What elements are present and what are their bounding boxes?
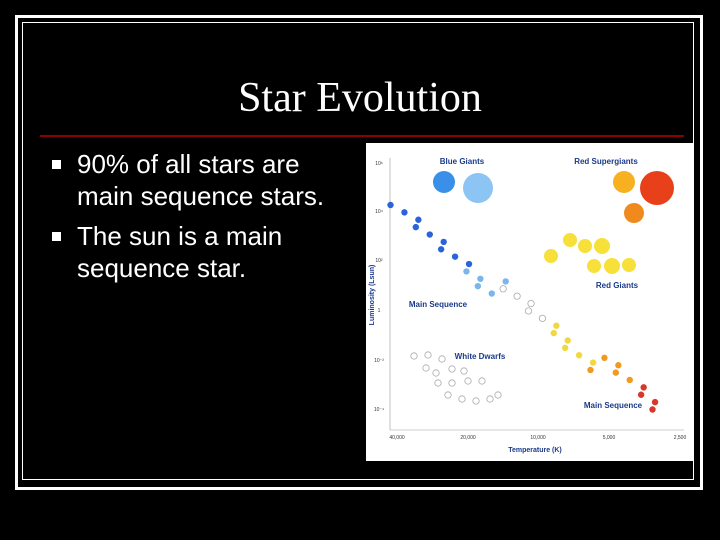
star-dot [474,282,482,290]
figure-label: Blue Giants [440,157,485,166]
bullet-marker [52,232,61,241]
y-tick-label: 1 [378,308,381,314]
star-dot [434,379,442,387]
star-dot [502,278,509,285]
bullet-marker [52,160,61,169]
star-dot [464,377,472,385]
star-dot [387,201,394,209]
star-dot [640,171,674,205]
star-dot [472,397,480,405]
figure-label: White Dwarfs [455,352,506,361]
frame [15,15,703,490]
bullet-text: 90% of all stars are main sequence stars… [77,149,325,211]
x-tick-label: 40,000 [389,435,405,441]
slide-title: Star Evolution [238,75,482,121]
star-dot [612,369,620,376]
y-tick-label: 10⁴ [375,209,383,215]
y-tick-label: 10² [375,258,383,264]
star-dot [437,246,445,253]
star-dot [478,377,486,385]
star-dot [544,249,558,263]
star-dot [438,355,446,363]
star-dot [564,337,571,344]
star-dot [649,406,656,413]
star-dot [563,233,577,247]
star-dot [410,352,418,360]
star-dot [440,238,447,246]
star-dot [477,275,484,282]
star-dot [432,369,440,377]
star-dot [527,299,535,308]
figure-label: Main Sequence [584,401,643,410]
star-dot [424,351,432,359]
star-dot [422,364,430,372]
star-dot [463,268,470,275]
star-dot [594,238,610,254]
star-dot [640,384,647,391]
star-dot [433,171,455,193]
bullet-list: 90% of all stars are main sequence stars… [48,148,348,292]
star-dot [622,258,636,272]
star-dot [604,258,620,274]
figure-label: Red Giants [596,281,639,290]
y-tick-label: 10⁻² [374,358,384,364]
bullet-text: The sun is a main sequence star. [77,221,283,283]
star-dot [513,292,521,300]
star-dot [575,352,583,359]
x-tick-label: 2,500 [674,435,687,441]
bullet-item: 90% of all stars are main sequence stars… [48,148,348,212]
star-dot [451,253,459,260]
y-tick-label: 10⁻⁴ [374,407,384,413]
hr-diagram: Blue Giants Red Supergiants Red Giants Main… [366,143,694,461]
star-dot [486,395,494,403]
star-dot [601,354,608,362]
star-dot [460,367,468,375]
star-dot [613,171,635,193]
star-dot [412,223,420,231]
star-dot [401,209,408,216]
x-tick-label: 5,000 [603,435,616,441]
x-tick-label: 20,000 [460,435,476,441]
bullet-item: The sun is a main sequence star. [48,220,348,284]
star-dot [587,366,594,374]
star-dot [553,322,560,329]
star-dot [524,307,533,315]
figure-label: Temperature (K) [508,447,562,454]
star-dot [499,285,507,293]
star-dot [589,359,597,366]
star-dot [561,344,569,352]
star-dot [587,259,601,273]
figure-label: Luminosity (Lsun) [369,265,376,326]
star-dot [448,365,456,373]
figure-label: Red Supergiants [574,157,638,166]
title-rule [40,135,684,137]
star-dot [550,329,557,337]
star-dot [624,203,644,223]
star-dot [615,362,622,369]
star-dot [578,239,592,253]
figure-label: Main Sequence [409,300,468,309]
star-dot [538,314,547,322]
star-dot [494,391,502,399]
star-dot [444,391,452,399]
star-dot [448,379,456,387]
star-dot [465,260,473,268]
star-dot [626,376,633,384]
star-dot [458,395,466,403]
y-tick-label: 10⁶ [375,161,383,167]
x-tick-label: 10,000 [530,435,546,441]
star-dot [415,216,422,223]
star-dot [463,173,493,203]
star-dot [637,391,645,398]
star-dot [651,398,659,406]
star-dot [488,290,495,297]
star-dot [426,231,433,238]
